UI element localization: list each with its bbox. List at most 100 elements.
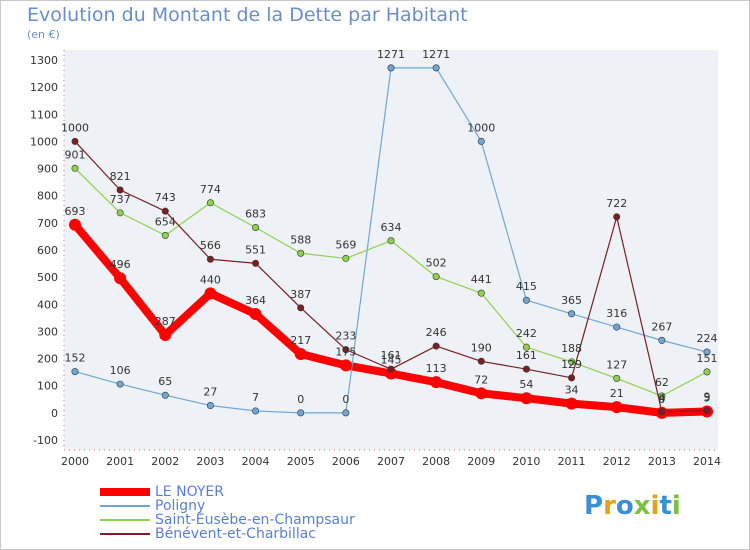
data-label: 4 bbox=[658, 392, 665, 405]
data-label: 7 bbox=[252, 391, 259, 404]
y-tick-label: 900 bbox=[37, 163, 58, 176]
data-label: 242 bbox=[516, 327, 537, 340]
data-label: 188 bbox=[561, 342, 582, 355]
y-tick-label: -100 bbox=[33, 434, 58, 447]
data-point bbox=[432, 273, 440, 281]
data-point bbox=[522, 296, 530, 304]
data-point bbox=[568, 358, 576, 366]
x-tick-label: 2012 bbox=[603, 455, 631, 468]
data-point bbox=[613, 213, 621, 221]
data-label: 161 bbox=[516, 349, 537, 362]
data-point bbox=[658, 392, 666, 400]
data-point bbox=[297, 304, 305, 312]
data-label: 217 bbox=[290, 334, 311, 347]
data-label: 1000 bbox=[467, 121, 495, 134]
data-point bbox=[71, 137, 79, 145]
y-tick-label: 500 bbox=[37, 271, 58, 284]
y-tick-label: 300 bbox=[37, 325, 58, 338]
data-point bbox=[161, 391, 169, 399]
data-label: 106 bbox=[110, 364, 131, 377]
data-point bbox=[297, 409, 305, 417]
data-label: 161 bbox=[381, 349, 402, 362]
x-tick-label: 2005 bbox=[287, 455, 315, 468]
data-label: 365 bbox=[561, 294, 582, 307]
data-label: 364 bbox=[245, 294, 266, 307]
data-point bbox=[71, 368, 79, 376]
legend-swatch bbox=[100, 488, 150, 496]
data-label: 246 bbox=[426, 326, 447, 339]
logo-letter: r bbox=[603, 491, 616, 521]
data-label: 693 bbox=[65, 205, 86, 218]
x-tick-label: 2011 bbox=[558, 455, 586, 468]
data-point bbox=[522, 343, 530, 351]
data-label: 0 bbox=[342, 393, 349, 406]
data-label: 441 bbox=[471, 273, 492, 286]
data-point bbox=[387, 365, 395, 373]
logo-letter: x bbox=[633, 491, 651, 521]
data-point bbox=[339, 359, 352, 372]
x-tick-label: 2007 bbox=[377, 455, 405, 468]
chart-unit: (en €) bbox=[27, 28, 60, 41]
data-point bbox=[703, 406, 711, 414]
legend-swatch bbox=[100, 519, 150, 521]
data-point bbox=[159, 328, 172, 341]
data-point bbox=[703, 348, 711, 356]
data-label: 224 bbox=[697, 332, 718, 345]
y-tick-label: 1100 bbox=[30, 108, 58, 121]
data-label: 634 bbox=[381, 221, 402, 234]
y-tick-label: 100 bbox=[37, 380, 58, 393]
data-point bbox=[610, 401, 623, 414]
data-label: 21 bbox=[610, 387, 624, 400]
logo-letter: P bbox=[584, 491, 604, 521]
x-tick-label: 2014 bbox=[693, 455, 721, 468]
data-point bbox=[658, 408, 666, 416]
data-label: 387 bbox=[290, 288, 311, 301]
data-point bbox=[114, 272, 127, 285]
data-label: 1271 bbox=[422, 48, 450, 61]
y-tick-label: 400 bbox=[37, 298, 58, 311]
data-label: 34 bbox=[565, 384, 579, 397]
legend-label: Saint-Eusèbe-en-Champsaur bbox=[155, 512, 355, 528]
data-point bbox=[520, 392, 533, 405]
data-label: 496 bbox=[110, 258, 131, 271]
data-point bbox=[161, 207, 169, 215]
data-point bbox=[475, 387, 488, 400]
data-label: 502 bbox=[426, 257, 447, 270]
data-label: 129 bbox=[561, 358, 582, 371]
data-label: 743 bbox=[155, 191, 176, 204]
data-point bbox=[252, 407, 260, 415]
data-label: 152 bbox=[65, 352, 86, 365]
y-tick-label: 1300 bbox=[30, 54, 58, 67]
data-point bbox=[69, 218, 81, 231]
data-label: 1271 bbox=[377, 48, 405, 61]
y-tick-label: 700 bbox=[37, 217, 58, 230]
data-label: 72 bbox=[474, 373, 488, 386]
data-point bbox=[342, 254, 350, 262]
data-point bbox=[116, 380, 124, 388]
data-label: 62 bbox=[655, 376, 669, 389]
data-point bbox=[252, 259, 260, 267]
data-label: 588 bbox=[290, 233, 311, 246]
data-label: 1000 bbox=[61, 121, 89, 134]
data-point bbox=[387, 237, 395, 245]
data-point bbox=[116, 209, 124, 217]
legend-label: Bénévent-et-Charbillac bbox=[155, 526, 316, 542]
data-point bbox=[613, 323, 621, 331]
x-tick-label: 2003 bbox=[196, 455, 224, 468]
data-point bbox=[252, 223, 260, 231]
data-point bbox=[342, 346, 350, 354]
data-point bbox=[568, 310, 576, 318]
data-label: 27 bbox=[203, 386, 217, 399]
y-tick-label: 200 bbox=[37, 353, 58, 366]
plot-area bbox=[64, 50, 718, 450]
data-point bbox=[71, 164, 79, 172]
data-label: 551 bbox=[245, 243, 266, 256]
x-tick-label: 2004 bbox=[242, 455, 270, 468]
y-tick-label: 1000 bbox=[30, 135, 58, 148]
data-point bbox=[249, 308, 262, 321]
data-point bbox=[703, 368, 711, 376]
x-tick-label: 2006 bbox=[332, 455, 360, 468]
data-point bbox=[206, 255, 214, 263]
data-point bbox=[206, 402, 214, 410]
